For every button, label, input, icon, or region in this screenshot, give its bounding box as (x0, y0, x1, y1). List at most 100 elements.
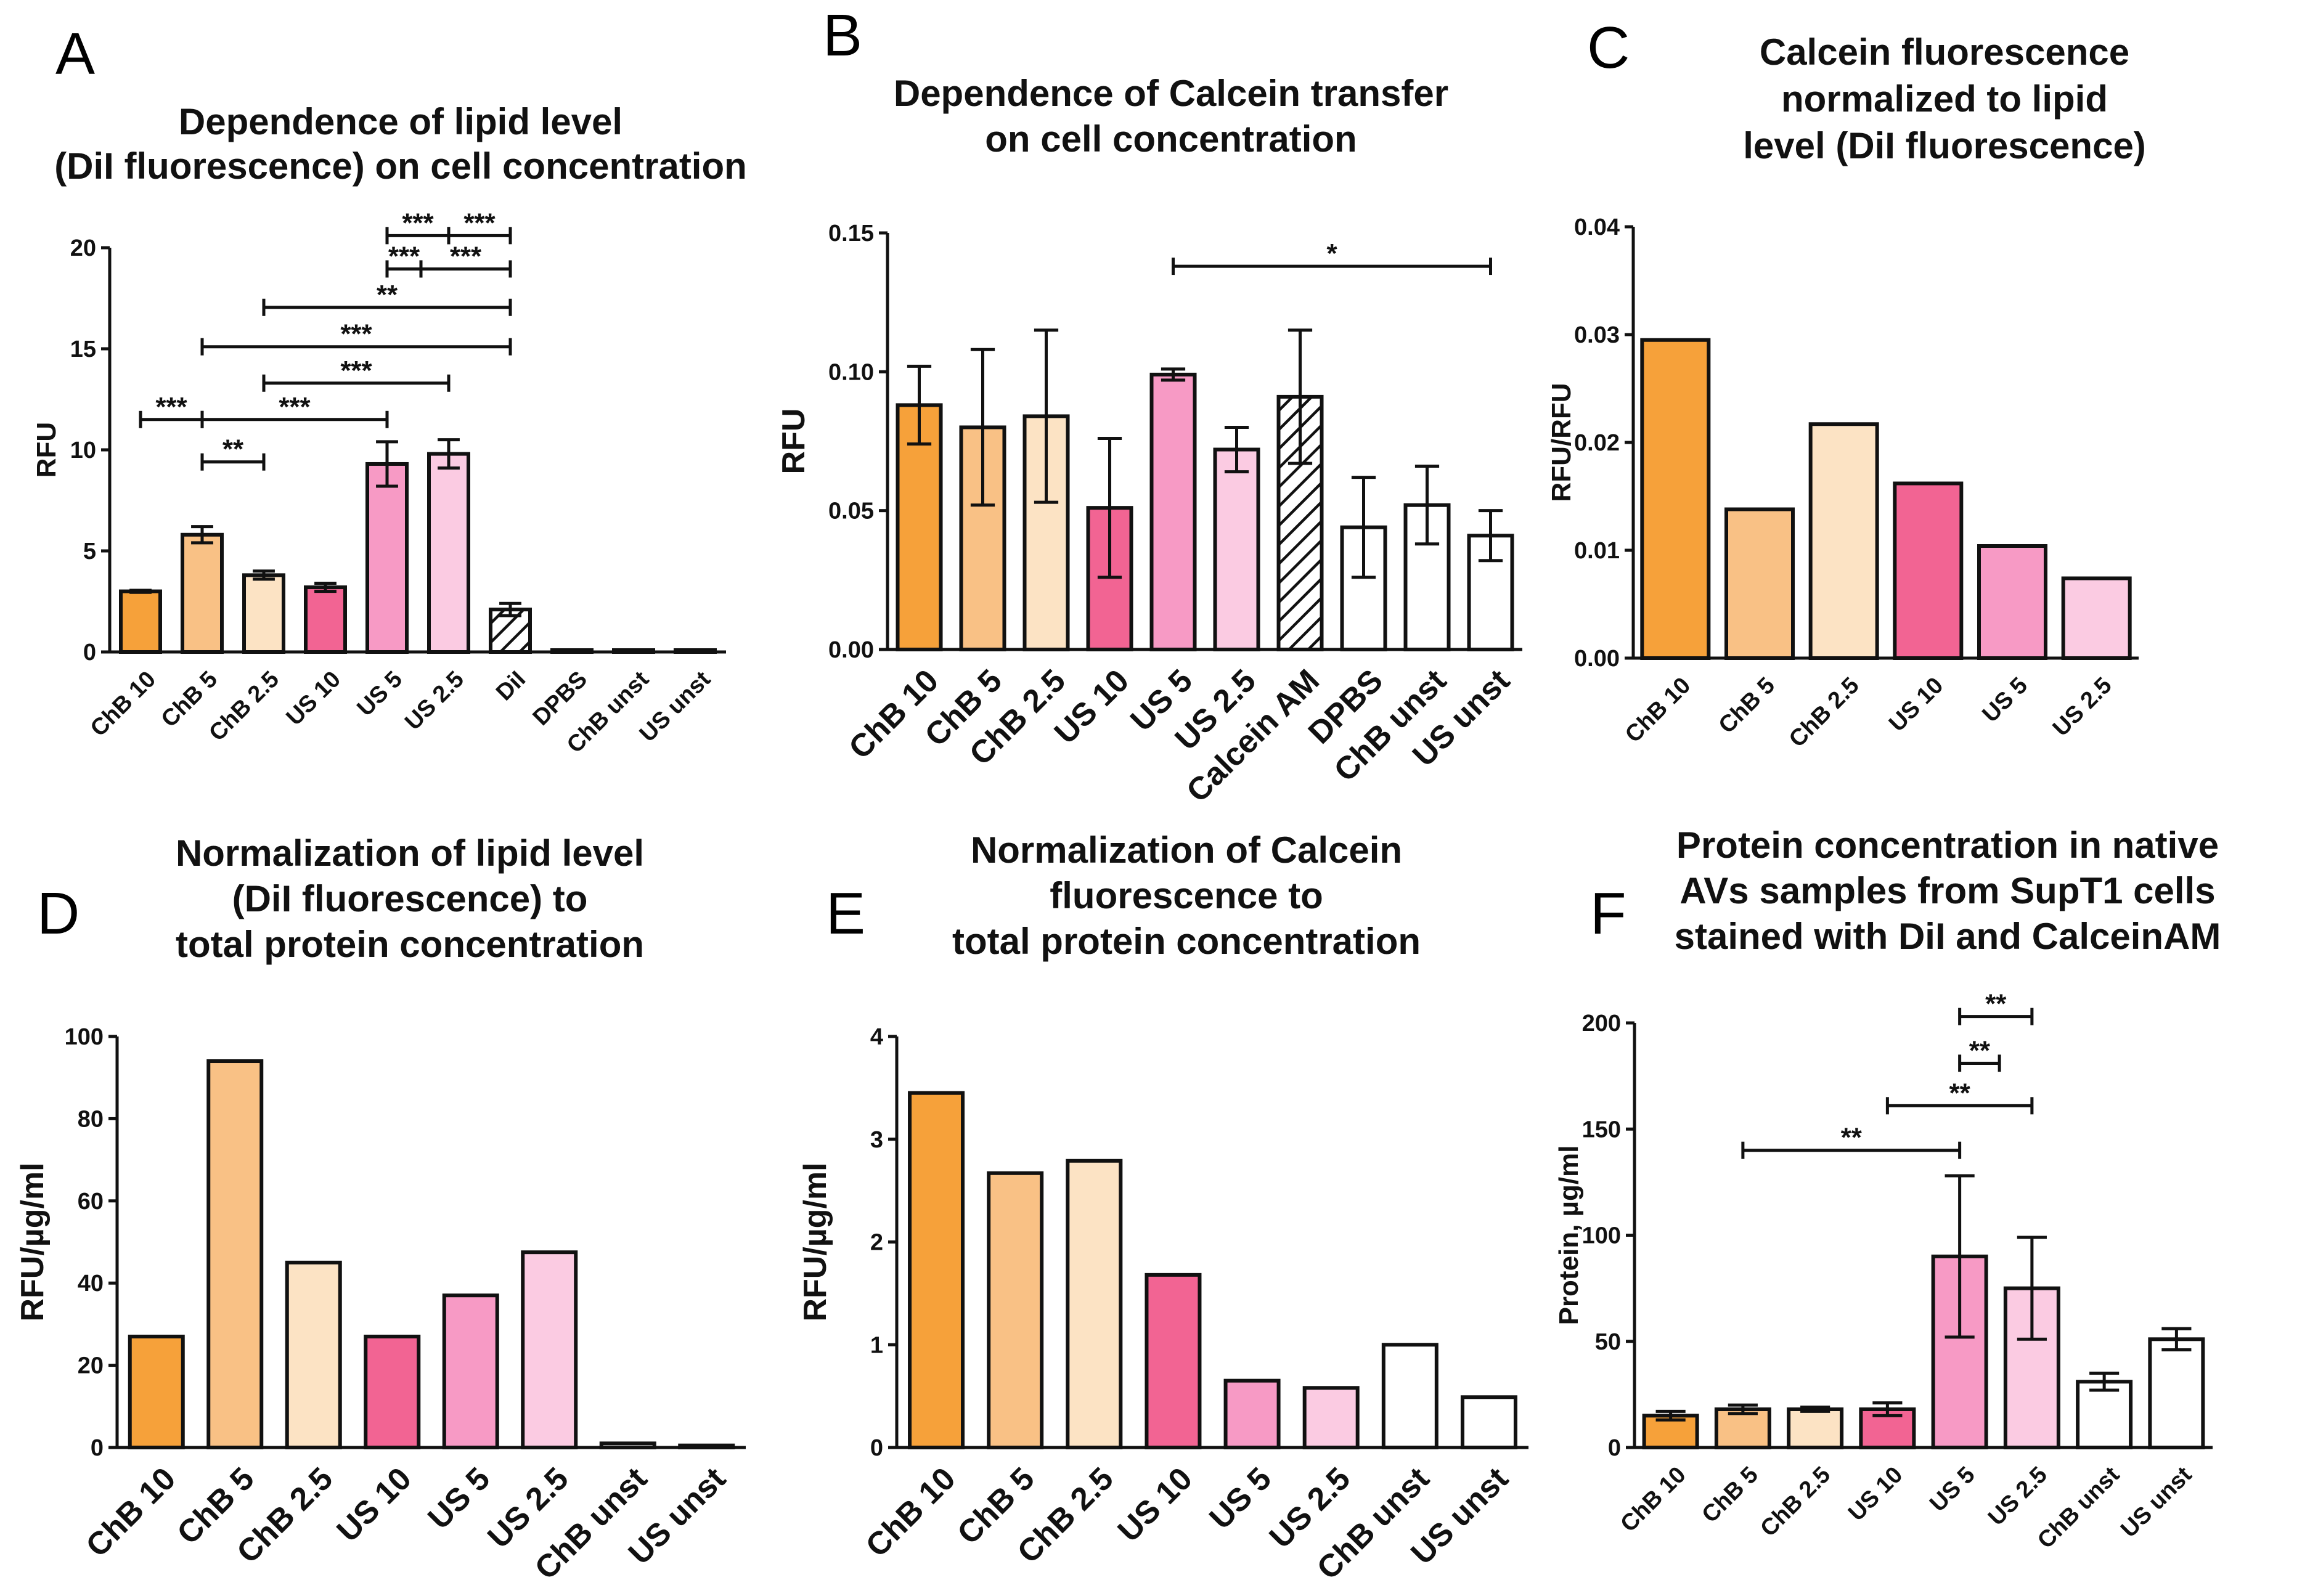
category-label: ChB 10 (1620, 672, 1696, 747)
y-tick-label: 80 (78, 1106, 104, 1132)
category-label: ChB 2.5 (1784, 672, 1864, 752)
bar-us-5 (1149, 372, 1197, 652)
bar-chb-5 (987, 1171, 1044, 1449)
chart-title-line: Normalization of Calcein (971, 829, 1402, 871)
chart-title-line: fluorescence to (1050, 875, 1323, 916)
bar-us-5 (365, 462, 409, 654)
category-label: DiI (491, 666, 531, 706)
bar-us-10 (1893, 481, 1964, 660)
chart-title-line: Protein concentration in native (1676, 824, 2219, 866)
bar-us-2.5 (2061, 576, 2132, 660)
y-tick-label: 0.05 (828, 499, 874, 524)
chart-title-line: Dependence of lipid level (179, 101, 622, 142)
y-tick-label: 40 (78, 1271, 104, 1297)
category-label: ChB 10 (859, 1460, 963, 1564)
y-tick-label: 0.02 (1574, 430, 1620, 456)
bar-chb-2.5 (1787, 1407, 1844, 1449)
y-tick-label: 0.03 (1574, 322, 1620, 348)
bar-us-unst (678, 1443, 735, 1450)
bar-chb-2.5 (1808, 422, 1879, 660)
bar-us-unst (2148, 1337, 2205, 1449)
panel-letter: D (37, 881, 80, 947)
bar-chb-5 (1724, 507, 1795, 660)
y-tick-label: 0 (83, 640, 96, 666)
y-tick-label: 10 (70, 438, 96, 463)
bar-chb-unst (2076, 1380, 2133, 1450)
y-tick-label: 0 (870, 1435, 883, 1461)
significance-label: *** (388, 241, 420, 271)
panel-C: C Calcein fluorescence normalized to lipid… (1546, 15, 2146, 752)
y-tick-label: 100 (1582, 1223, 1621, 1249)
significance-label: ** (222, 434, 244, 465)
bar-us-2.5 (427, 452, 470, 654)
y-tick-label: 20 (70, 235, 96, 261)
chart-title-line: (DiI fluorescence) to (232, 878, 588, 919)
category-label: US 10 (1843, 1462, 1908, 1526)
y-axis-label: RFU/µg/ml (15, 1162, 51, 1321)
panel-letter: E (826, 881, 865, 947)
y-tick-label: 5 (83, 539, 96, 564)
chart-title-line: level (DiI fluorescence) (1743, 125, 2146, 166)
category-label: US 2.5 (1983, 1462, 2052, 1531)
y-tick-label: 15 (70, 336, 96, 362)
y-tick-label: 200 (1582, 1011, 1621, 1036)
bar-chb-5 (206, 1059, 264, 1449)
y-tick-label: 150 (1582, 1117, 1621, 1142)
bar-us-10 (1145, 1272, 1202, 1450)
bar-chb-2.5 (242, 573, 285, 654)
chart-title-line: total protein concentration (952, 921, 1421, 962)
bar-chb-10 (896, 403, 943, 651)
significance-label: *** (279, 392, 311, 422)
bar-chb-5 (181, 532, 224, 654)
panel-letter: F (1590, 881, 1626, 947)
bar-chb-2.5 (1066, 1158, 1123, 1449)
category-label: ChB 10 (86, 666, 161, 741)
bar-chb-10 (128, 1334, 185, 1449)
y-tick-label: 0.10 (828, 359, 874, 385)
chart-title-line: AVs samples from SupT1 cells (1679, 870, 2215, 911)
category-label: US 10 (330, 1460, 418, 1549)
category-label: US 5 (1925, 1462, 1980, 1517)
y-tick-label: 0.00 (1574, 646, 1620, 672)
bar-us-5 (1977, 544, 2047, 660)
category-label: US 5 (353, 666, 407, 721)
bar-us-5 (442, 1293, 499, 1449)
significance-label: * (1326, 238, 1337, 269)
chart-title-line: on cell concentration (985, 118, 1357, 160)
bar-chb-10 (1642, 1414, 1699, 1449)
bar-dpbs (550, 648, 594, 654)
panel-A: A Dependence of lipid level(DiI fluoresce… (31, 21, 747, 758)
significance-label: *** (340, 319, 372, 349)
panels-group: A Dependence of lipid level (DiI fluoresce… (15, 2, 2221, 1587)
category-label: ChB 10 (80, 1460, 183, 1564)
y-axis-label: RFU (31, 422, 62, 478)
significance-label: *** (463, 208, 496, 238)
y-tick-label: 0.04 (1574, 214, 1620, 240)
bar-us-5 (1223, 1378, 1281, 1450)
category-label: ChB 10 (1615, 1462, 1691, 1537)
bar-us-10 (364, 1334, 421, 1449)
y-axis-label: RFU/µg/ml (798, 1162, 833, 1321)
bar-us-2.5 (1302, 1386, 1360, 1449)
y-axis-label: RFU (776, 409, 812, 474)
category-label: ChB 5 (1714, 672, 1780, 738)
y-tick-label: 1 (870, 1332, 883, 1358)
y-tick-label: 20 (78, 1353, 104, 1379)
bar-us-2.5 (1213, 447, 1260, 652)
y-tick-label: 2 (870, 1230, 883, 1256)
category-label: ChB 10 (842, 662, 945, 766)
y-tick-label: 3 (870, 1127, 883, 1153)
y-axis-label: Protein, µg/ml (1554, 1146, 1584, 1325)
significance-label: *** (402, 208, 434, 238)
panel-letter: B (823, 2, 862, 68)
bar-chb-2.5 (285, 1260, 342, 1450)
chart-title-line: total protein concentration (176, 924, 644, 965)
panel-letter: A (55, 21, 95, 87)
bar-chb-unst (612, 648, 655, 654)
chart-title-line: stained with DiI and CalceinAM (1675, 916, 2221, 957)
category-label: ChB 5 (1697, 1462, 1763, 1528)
chart-title-line: Normalization of lipid level (176, 833, 644, 874)
